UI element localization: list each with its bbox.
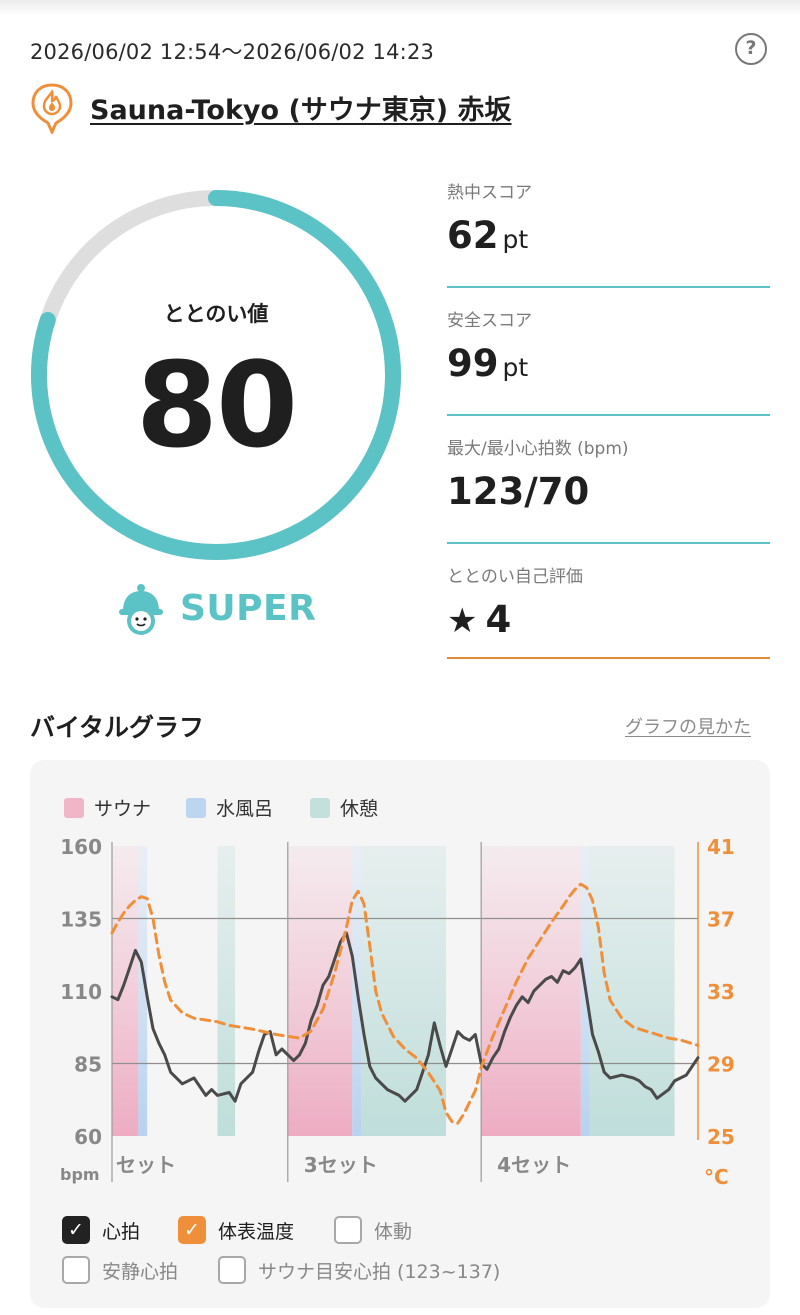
checkbox-label: 心拍: [102, 1220, 141, 1243]
check-icon: ✓: [178, 1216, 206, 1244]
left-tick-label: 135: [60, 908, 102, 932]
facility-name-link[interactable]: Sauna-Tokyo (サウナ東京) 赤坂: [90, 95, 512, 126]
helmet-face-icon: [119, 584, 163, 635]
left-tick-label: 110: [60, 980, 102, 1004]
stat-label: 安全スコア: [447, 311, 532, 331]
stat-label: 最大/最小心拍数 (bpm): [447, 439, 629, 459]
legend-water: 水風呂: [186, 794, 273, 821]
checkbox-sauna-target-hr[interactable]: サウナ目安心拍 (123~137): [218, 1256, 500, 1284]
set-label: 3セット: [304, 1153, 378, 1177]
checkbox-box: [218, 1256, 246, 1284]
phase-rest: [361, 846, 447, 1136]
stat-label: 熱中スコア: [447, 183, 532, 203]
set-label: セット: [116, 1153, 176, 1177]
sauna-flame-pin-icon: [31, 83, 73, 134]
checkbox-heart-rate[interactable]: ✓ 心拍: [62, 1216, 140, 1244]
legend-label: サウナ: [94, 798, 152, 820]
check-icon: ✓: [62, 1216, 90, 1244]
divider: [447, 286, 770, 288]
checkbox-label: 体表温度: [218, 1220, 295, 1243]
legend-label: 水風呂: [216, 798, 274, 820]
left-tick-label: 160: [60, 835, 102, 859]
right-tick-label: 25: [707, 1125, 735, 1149]
legend-rest: 休憩: [310, 794, 378, 821]
divider: [447, 657, 770, 659]
stat-safety-score: 安全スコア 99 pt: [447, 306, 770, 416]
checkbox-box: [334, 1216, 362, 1244]
phase-sauna: [112, 846, 139, 1136]
stat-value: 62 pt: [447, 214, 529, 257]
totonoi-value: 80: [135, 336, 298, 474]
right-tick-label: 29: [707, 1053, 735, 1077]
water-swatch: [186, 797, 206, 818]
vital-graph-panel: サウナ 水風呂 休憩 160 135 110 85 60 41 37 33 29 25 bpm °C セ…: [30, 760, 770, 1308]
totonoi-ring: [31, 190, 401, 560]
grade-label: SUPER: [180, 588, 317, 629]
stat-value: ★ 4: [447, 598, 512, 641]
set-label: 4セット: [497, 1153, 571, 1177]
divider: [447, 414, 770, 416]
checkbox-resting-hr[interactable]: 安静心拍: [62, 1256, 178, 1284]
legend-label: 休憩: [340, 798, 379, 820]
right-tick-label: 37: [707, 908, 735, 932]
phase-sauna: [481, 846, 581, 1136]
left-tick-label: 60: [74, 1125, 102, 1149]
checkbox-label: 安静心拍: [102, 1260, 179, 1283]
left-axis-unit: bpm: [60, 1165, 100, 1184]
checkbox-label: 体動: [374, 1220, 413, 1243]
graph-help-link[interactable]: グラフの見かた: [625, 717, 751, 738]
stat-netchu-score: 熱中スコア 62 pt: [447, 178, 770, 288]
vital-chart: 160 135 110 85 60 41 37 33 29 25 bpm °C セット 3セット 4セット: [60, 835, 735, 1189]
totonoi-label: ととのい値: [163, 302, 269, 326]
session-datetime: 2026/06/02 12:54～2026/06/02 14:23: [30, 40, 435, 64]
heart-rate-line: [110, 931, 700, 1103]
stat-heart-rate: 最大/最小心拍数 (bpm) 123/70: [447, 434, 770, 544]
phase-rest: [589, 846, 675, 1136]
legend-sauna: サウナ: [64, 794, 151, 821]
stat-value: 123/70: [447, 470, 590, 513]
checkbox-box: [62, 1256, 90, 1284]
right-axis-unit: °C: [704, 1165, 729, 1189]
divider: [447, 542, 770, 544]
stat-self-rating: ととのい自己評価 ★ 4: [447, 562, 770, 659]
ring-progress: [31, 190, 401, 560]
checkbox-skin-temp[interactable]: ✓ 体表温度: [178, 1216, 294, 1244]
star-icon: ★: [447, 601, 478, 641]
phase-water: [138, 846, 148, 1136]
right-tick-label: 33: [707, 980, 735, 1004]
stat-label: ととのい自己評価: [447, 567, 583, 587]
stat-value: 99 pt: [447, 342, 529, 385]
checkbox-body-motion[interactable]: 体動: [334, 1216, 412, 1244]
checkbox-label: サウナ目安心拍 (123~137): [258, 1260, 501, 1283]
vital-graph-title: バイタルグラフ: [30, 713, 205, 742]
help-icon[interactable]: ?: [735, 33, 767, 65]
left-tick-label: 85: [74, 1053, 102, 1077]
rest-swatch: [310, 797, 330, 818]
skin-temp-line: [110, 882, 700, 1125]
sauna-swatch: [64, 797, 84, 818]
top-fade: [0, 0, 800, 16]
right-tick-label: 41: [707, 835, 735, 859]
